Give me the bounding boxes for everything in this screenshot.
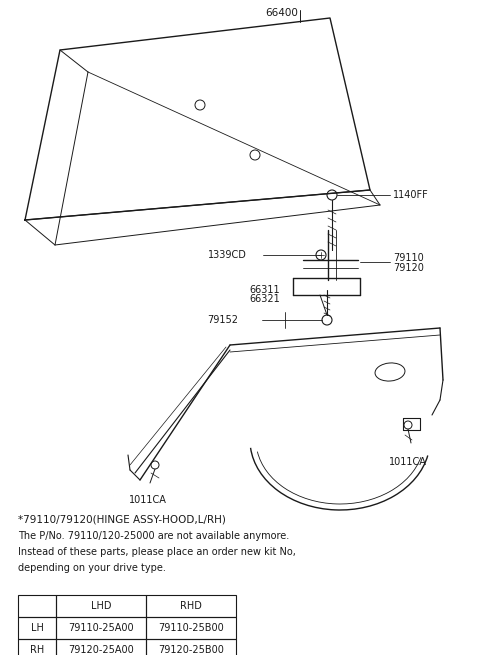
Text: LHD: LHD xyxy=(91,601,111,611)
Text: 79120: 79120 xyxy=(393,263,424,273)
Bar xyxy=(18,617,56,639)
Text: 66311: 66311 xyxy=(250,285,280,295)
Text: RHD: RHD xyxy=(180,601,202,611)
Text: 79152: 79152 xyxy=(207,315,238,325)
Text: *79110/79120(HINGE ASSY-HOOD,L/RH): *79110/79120(HINGE ASSY-HOOD,L/RH) xyxy=(18,515,226,525)
Text: depending on your drive type.: depending on your drive type. xyxy=(18,563,166,573)
Text: 66400: 66400 xyxy=(265,8,299,18)
Bar xyxy=(146,595,236,617)
Bar xyxy=(18,639,56,655)
Text: 66321: 66321 xyxy=(250,294,280,304)
Text: RH: RH xyxy=(30,645,44,655)
Bar xyxy=(56,617,146,639)
Bar xyxy=(18,595,56,617)
Text: 1011CA: 1011CA xyxy=(389,457,427,467)
Text: Instead of these parts, please place an order new kit No,: Instead of these parts, please place an … xyxy=(18,547,296,557)
Bar xyxy=(146,639,236,655)
Text: 1011CA: 1011CA xyxy=(129,495,167,505)
Text: 1140FF: 1140FF xyxy=(393,190,429,200)
Bar xyxy=(146,617,236,639)
Text: 79110-25B00: 79110-25B00 xyxy=(158,623,224,633)
Bar xyxy=(56,595,146,617)
Text: The P/No. 79110/120-25000 are not available anymore.: The P/No. 79110/120-25000 are not availa… xyxy=(18,531,289,541)
Text: 79120-25A00: 79120-25A00 xyxy=(68,645,134,655)
Text: 79110: 79110 xyxy=(393,253,424,263)
Bar xyxy=(56,639,146,655)
Text: 79110-25A00: 79110-25A00 xyxy=(68,623,134,633)
Text: 79120-25B00: 79120-25B00 xyxy=(158,645,224,655)
Text: 1339CD: 1339CD xyxy=(208,250,247,260)
Text: LH: LH xyxy=(31,623,43,633)
